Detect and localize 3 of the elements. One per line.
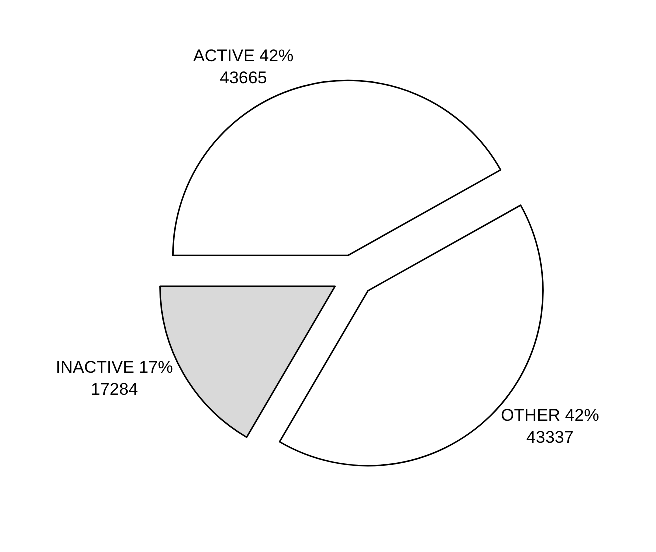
slice-label: OTHER 42% 43337 [501,406,600,447]
slice-label: INACTIVE 17% 17284 [56,358,174,400]
slice-label: ACTIVE 42% 43665 [194,46,294,88]
